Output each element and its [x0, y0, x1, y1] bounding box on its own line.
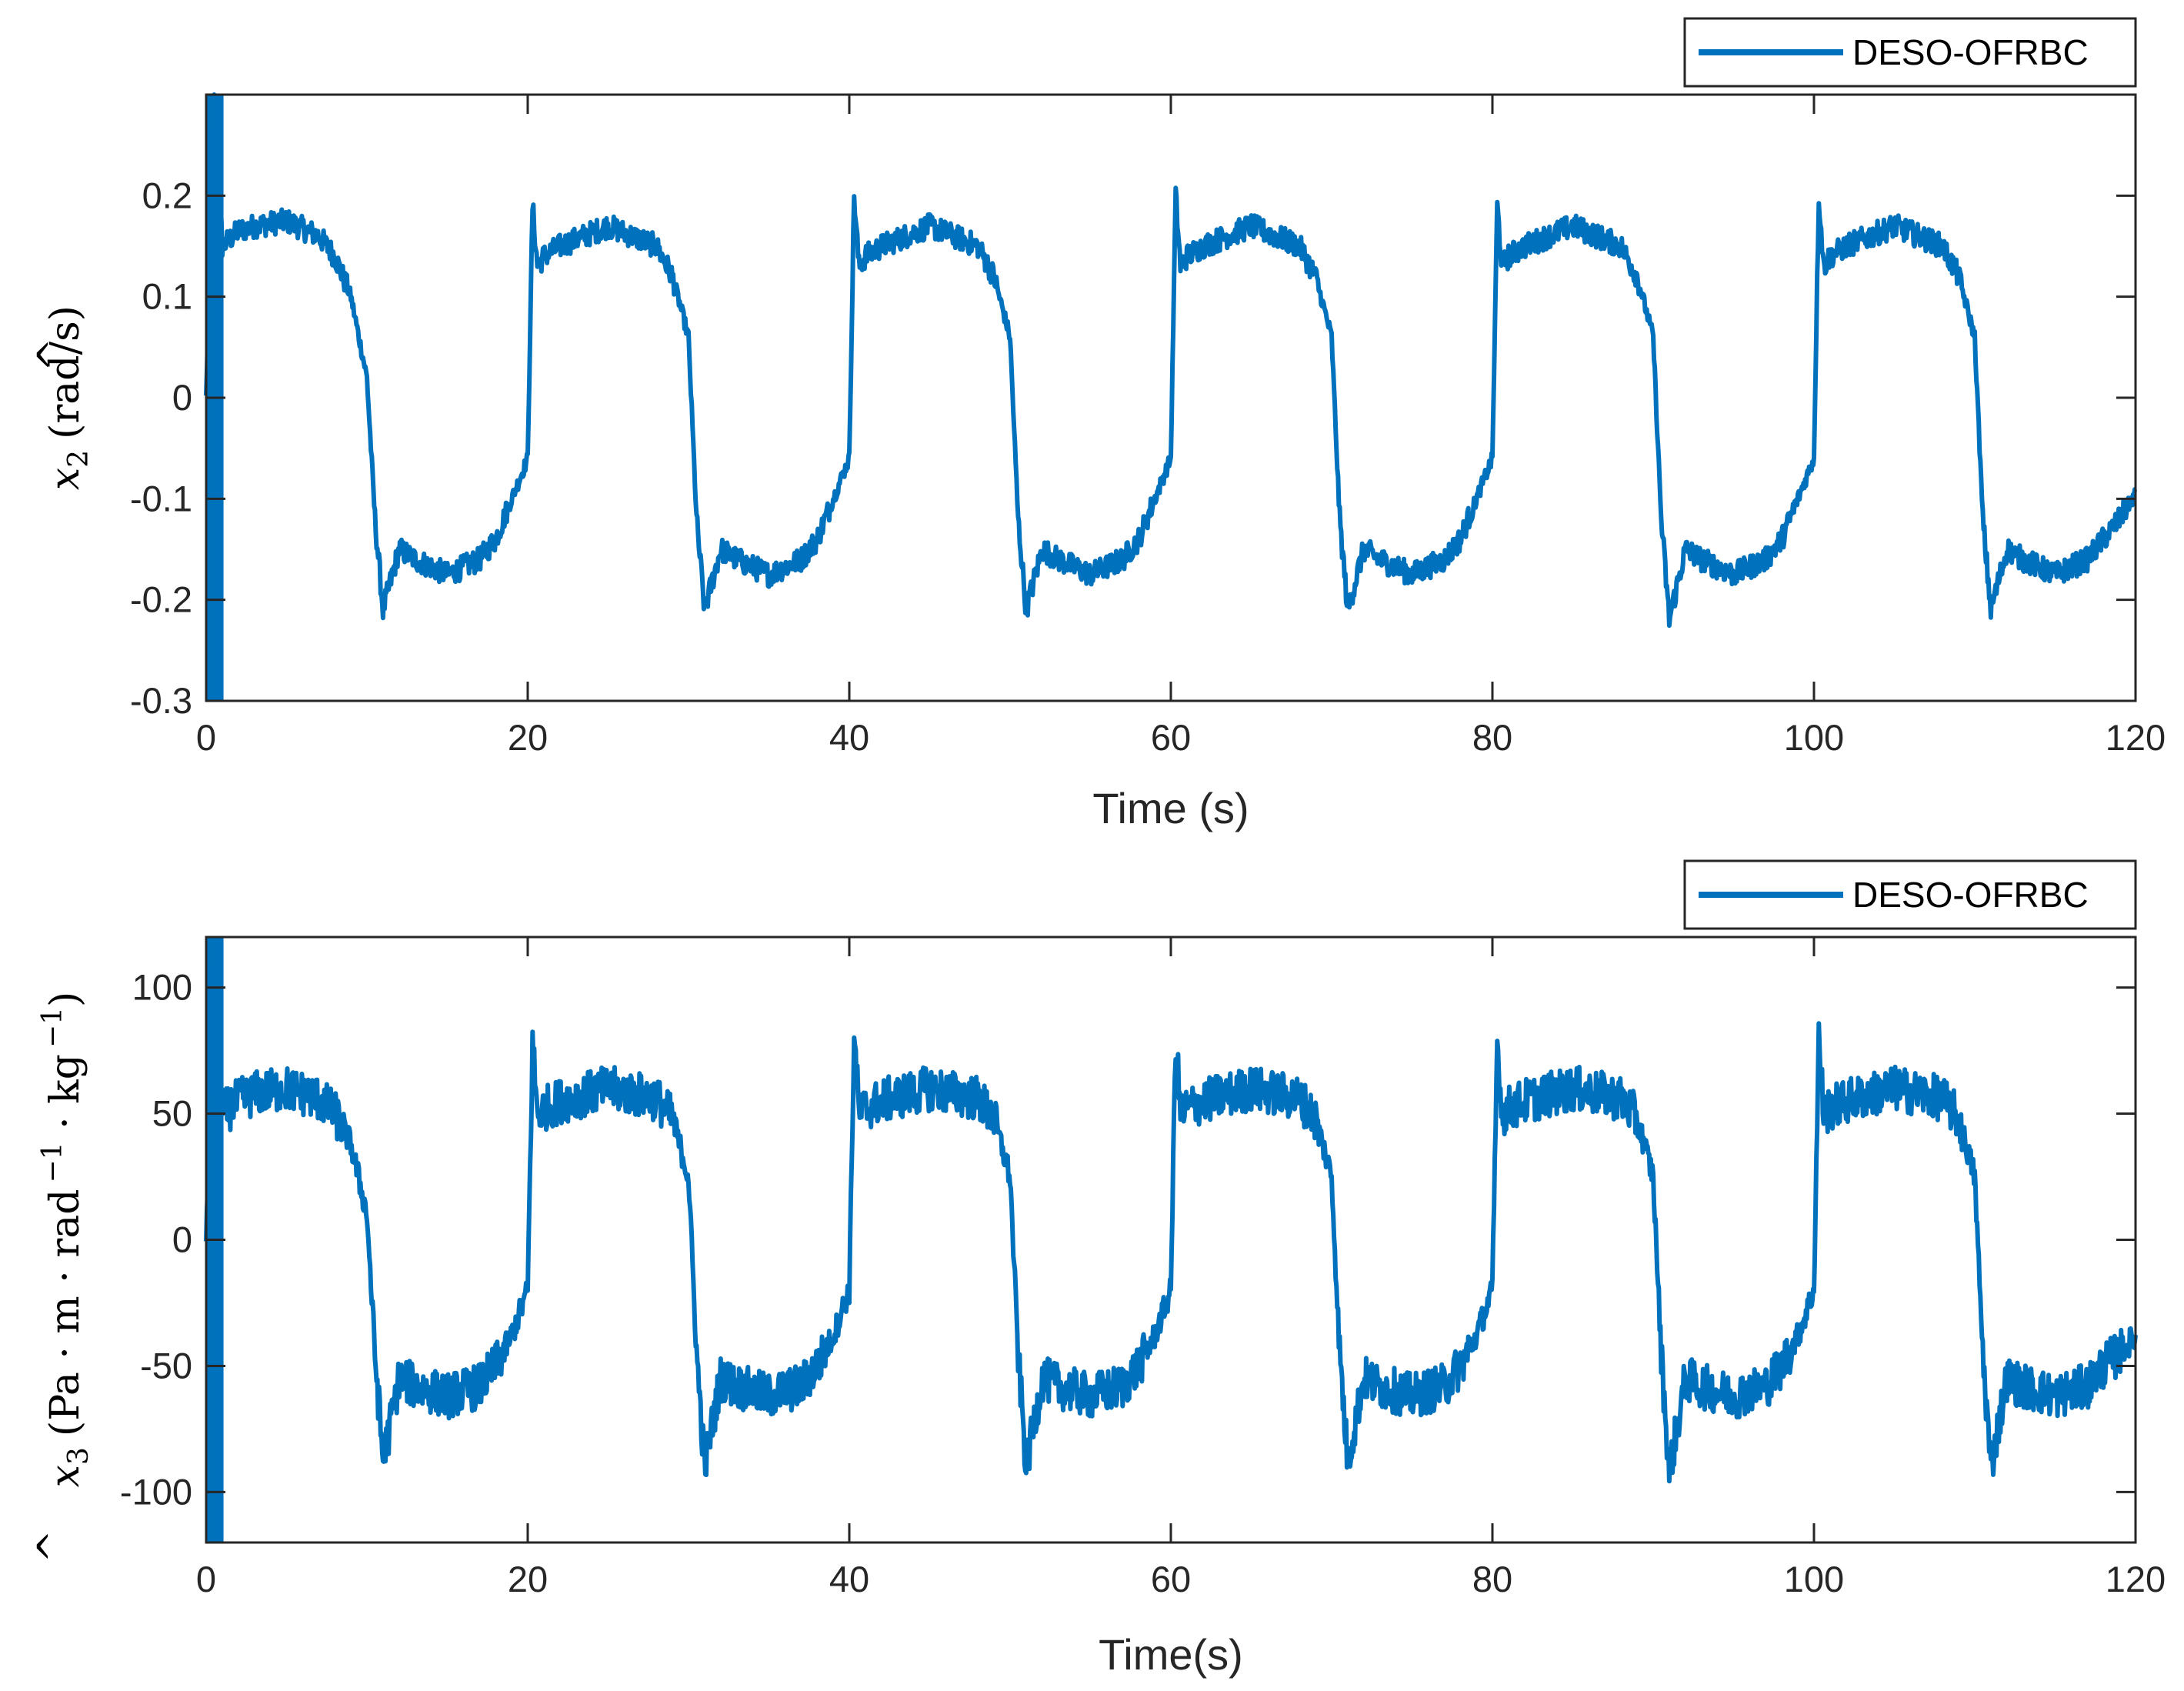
top-x-axis-label: Time (s) [1092, 784, 1249, 832]
bottom-y-label-var: x [42, 1465, 88, 1487]
bottom-x-axis-label: Time(s) [1099, 1630, 1243, 1679]
y-tick-label: -0.3 [130, 680, 192, 721]
y-tick-label: 0 [172, 377, 192, 418]
x-tick-label: 60 [1151, 717, 1191, 758]
x-tick-label: 0 [196, 717, 216, 758]
x-tick-label: 100 [1784, 1559, 1844, 1599]
bottom-y-label-hat: ^ [30, 1529, 76, 1563]
x-tick-label: 100 [1784, 717, 1844, 758]
x-tick-label: 40 [829, 1559, 869, 1599]
bottom-legend: DESO-OFRBC [1683, 859, 2137, 930]
top-y-label-hat: ^ [30, 338, 76, 372]
x-tick-label: 20 [508, 717, 548, 758]
top-series-line [204, 92, 2137, 629]
top-legend-entry: DESO-OFRBC [1852, 32, 2089, 72]
top-panel: 0 20 40 60 80 100 120 -0.3 -0.2 -0.1 0 0.1 0.2 Time… [30, 17, 2166, 832]
top-y-label-var: x [42, 468, 88, 490]
bottom-y-label-exp2: −1 [37, 1007, 68, 1048]
bottom-panel: 0 20 40 60 80 100 120 -100 -50 0 50 100 Time(s) x3… [30, 859, 2166, 1679]
y-tick-label: 0 [172, 1219, 192, 1260]
bottom-y-ticks: -100 -50 0 50 100 [120, 967, 2136, 1512]
top-x-ticks: 0 20 40 60 80 100 120 [196, 95, 2166, 758]
x-tick-label: 120 [2106, 1559, 2166, 1599]
bottom-y-label-mid: · kg [42, 1054, 88, 1142]
y-tick-label: -50 [140, 1345, 192, 1386]
x-tick-label: 80 [1472, 1559, 1512, 1599]
bottom-x-ticks: 0 20 40 60 80 100 120 [196, 937, 2166, 1599]
y-tick-label: -0.1 [130, 478, 192, 519]
bottom-y-label-sub: 3 [63, 1447, 95, 1465]
top-y-axis-label: x2 (rad/s) [42, 305, 95, 490]
x-tick-label: 40 [829, 717, 869, 758]
bottom-y-label-close: ) [42, 992, 88, 1007]
svg-text:x3(Pa · m · rad−1 · kg−1): x3(Pa · m · rad−1 · kg−1) [37, 992, 95, 1488]
bottom-y-axis-label: x3(Pa · m · rad−1 · kg−1) [37, 992, 95, 1488]
y-tick-label: 0.2 [142, 175, 192, 215]
y-tick-label: 0.1 [142, 276, 192, 317]
bottom-y-label-exp1: −1 [37, 1142, 68, 1182]
svg-text:x2(rad/s): x2 (rad/s) [42, 305, 95, 490]
x-tick-label: 80 [1472, 717, 1512, 758]
top-y-label-unit: (rad/s) [42, 305, 88, 439]
y-tick-label: -0.2 [130, 579, 192, 620]
bottom-y-label-unit: (Pa · m · rad [42, 1189, 88, 1437]
top-y-label-sub: 2 [63, 450, 95, 468]
top-y-ticks: -0.3 -0.2 -0.1 0 0.1 0.2 [130, 175, 2136, 721]
top-legend: DESO-OFRBC [1683, 17, 2137, 88]
bottom-legend-entry: DESO-OFRBC [1852, 875, 2089, 915]
x-tick-label: 60 [1151, 1559, 1191, 1599]
x-tick-label: 120 [2106, 717, 2166, 758]
y-tick-label: -100 [120, 1471, 192, 1512]
x-tick-label: 0 [196, 1559, 216, 1599]
x-tick-label: 20 [508, 1559, 548, 1599]
y-tick-label: 50 [152, 1093, 192, 1134]
bottom-series-line [204, 942, 2138, 1484]
y-tick-label: 100 [132, 967, 192, 1008]
